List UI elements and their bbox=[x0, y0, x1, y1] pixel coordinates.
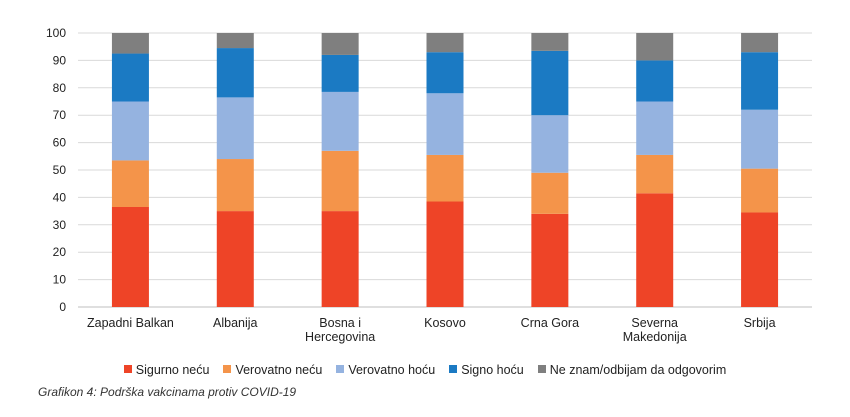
legend: Sigurno neću Verovatno neću Verovatno hoću… bbox=[0, 362, 850, 377]
bar-segment bbox=[531, 172, 569, 214]
x-category-label: Makedonija bbox=[623, 330, 687, 344]
bar-segment bbox=[636, 154, 674, 194]
legend-item: Sigurno neću bbox=[123, 362, 210, 377]
bar-segment bbox=[531, 33, 569, 51]
bar-segment bbox=[216, 48, 254, 98]
legend-label: Verovatno hoću bbox=[348, 362, 436, 377]
bar-segment bbox=[426, 93, 464, 155]
x-axis-category-labels: Zapadni Balkan Albanija Bosna iHercegovina… bbox=[87, 316, 776, 344]
bar-segment bbox=[531, 115, 569, 173]
legend-swatch bbox=[336, 365, 345, 374]
legend-swatch bbox=[223, 365, 232, 374]
y-tick-label: 80 bbox=[53, 81, 67, 95]
legend-item: Verovatno hoću bbox=[336, 363, 435, 377]
bar-segment bbox=[741, 168, 779, 213]
bar-segment bbox=[531, 213, 569, 307]
bars bbox=[111, 33, 779, 307]
x-category-label: Bosna i bbox=[319, 316, 361, 330]
bar-segment bbox=[741, 33, 779, 53]
bar-segment bbox=[321, 33, 359, 55]
x-category-label: Hercegovina bbox=[305, 330, 375, 344]
legend-label: Signo hoću bbox=[461, 362, 524, 377]
bar-segment bbox=[216, 33, 254, 49]
x-category-label: Crna Gora bbox=[521, 316, 579, 330]
x-category-label: Kosovo bbox=[424, 316, 466, 330]
bar-segment bbox=[426, 154, 464, 202]
y-tick-label: 30 bbox=[53, 218, 67, 232]
y-axis-tick-labels: 0 10 20 30 40 50 60 70 80 90 100 bbox=[46, 26, 66, 314]
y-tick-label: 100 bbox=[46, 26, 66, 40]
legend-item: Ne znam/odbijam da odgovorim bbox=[537, 362, 727, 377]
bar-segment bbox=[321, 91, 359, 151]
bar-segment bbox=[111, 33, 149, 54]
bar-segment bbox=[111, 101, 149, 161]
bar-segment bbox=[321, 150, 359, 212]
chart-caption: Grafikon 4: Podrška vakcinama protiv COV… bbox=[38, 385, 297, 399]
y-tick-label: 90 bbox=[53, 53, 67, 67]
bar-segment bbox=[321, 54, 359, 92]
x-category-label: Srbija bbox=[744, 316, 776, 330]
legend-label: Ne znam/odbijam da odgovorim bbox=[549, 362, 727, 377]
x-category-label: Albanija bbox=[213, 316, 258, 330]
y-tick-label: 10 bbox=[53, 273, 67, 287]
y-tick-label: 20 bbox=[53, 245, 67, 259]
legend-swatch bbox=[123, 365, 132, 374]
x-category-label: Zapadni Balkan bbox=[87, 316, 174, 330]
bar-segment bbox=[426, 33, 464, 53]
bar-segment bbox=[426, 201, 464, 307]
y-tick-label: 40 bbox=[53, 190, 67, 204]
legend-swatch bbox=[449, 365, 458, 374]
y-tick-label: 70 bbox=[53, 108, 67, 122]
legend-label: Sigurno neću bbox=[135, 362, 210, 377]
bar-segment bbox=[741, 212, 779, 307]
bar-segment bbox=[216, 159, 254, 212]
bar-segment bbox=[111, 160, 149, 207]
legend-swatch bbox=[537, 365, 546, 374]
y-tick-label: 60 bbox=[53, 136, 67, 150]
bar-segment bbox=[426, 52, 464, 94]
y-tick-label: 0 bbox=[59, 300, 66, 314]
bar-segment bbox=[531, 50, 569, 116]
bar-segment bbox=[636, 60, 674, 102]
stacked-bar-chart: 0 10 20 30 40 50 60 70 80 90 100 Zapadni Balkan Alb… bbox=[46, 26, 812, 344]
bar-segment bbox=[216, 211, 254, 307]
bar-segment bbox=[111, 206, 149, 307]
legend-item: Verovatno neću bbox=[223, 363, 322, 377]
bar-segment bbox=[636, 101, 674, 155]
bar-segment bbox=[741, 52, 779, 110]
legend-label: Verovatno neću bbox=[235, 362, 323, 377]
x-category-label: Severna bbox=[631, 316, 678, 330]
bar-segment bbox=[636, 193, 674, 307]
bar-segment bbox=[111, 53, 149, 102]
y-tick-label: 50 bbox=[53, 163, 67, 177]
legend-item: Signo hoću bbox=[449, 363, 524, 377]
bar-segment bbox=[741, 109, 779, 169]
bar-segment bbox=[636, 33, 674, 61]
bar-segment bbox=[216, 97, 254, 160]
bar-segment bbox=[321, 211, 359, 307]
